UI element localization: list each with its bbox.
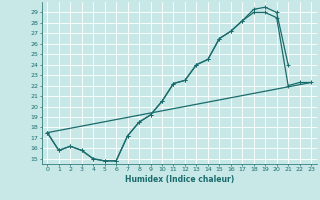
X-axis label: Humidex (Indice chaleur): Humidex (Indice chaleur)	[124, 175, 234, 184]
